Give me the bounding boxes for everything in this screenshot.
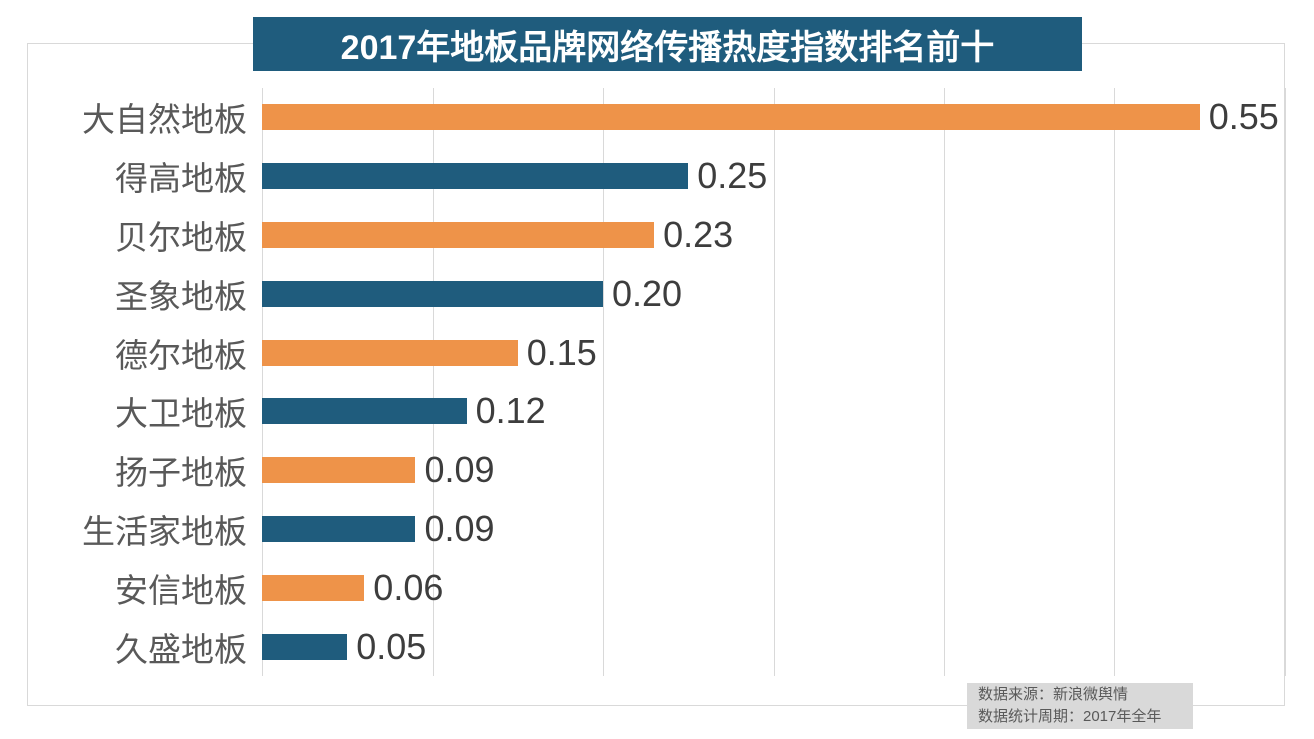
- bar: [262, 457, 416, 484]
- category-label: 得高地板: [115, 160, 247, 198]
- value-label: 0.09: [424, 449, 495, 491]
- bar-row: 0.12: [262, 382, 1285, 441]
- source-note: 数据来源：新浪微舆情 数据统计周期：2017年全年: [967, 683, 1193, 729]
- bar: [262, 515, 416, 542]
- value-label: 0.09: [424, 507, 495, 549]
- category-label: 贝尔地板: [115, 218, 247, 256]
- bar-row: 0.09: [262, 441, 1285, 500]
- bar-row: 0.15: [262, 323, 1285, 382]
- bar-row: 0.09: [262, 500, 1285, 559]
- gridline: [262, 88, 263, 676]
- category-label: 扬子地板: [115, 454, 247, 492]
- gridline: [432, 88, 434, 676]
- gridline: [1285, 88, 1286, 676]
- gridline: [1114, 88, 1116, 676]
- bar-row: 0.05: [262, 617, 1285, 676]
- value-label: 0.23: [663, 213, 734, 255]
- source-period-line: 数据统计周期：2017年全年: [978, 708, 1162, 725]
- gridline: [944, 88, 945, 676]
- bar: [262, 221, 655, 248]
- value-label: 0.06: [373, 566, 444, 608]
- bar: [262, 280, 603, 307]
- plot-area: 0.55 0.25 0.23 0.20 0.15 0.12 0.09 0.09 0.06 0.05: [262, 88, 1286, 676]
- value-label: 0.25: [697, 155, 768, 197]
- bar: [262, 398, 467, 425]
- category-axis-labels: 大自然地板得高地板贝尔地板圣象地板德尔地板大卫地板扬子地板生活家地板安信地板久盛…: [28, 88, 247, 676]
- category-label: 大自然地板: [82, 101, 247, 139]
- bar-row: 0.55: [262, 88, 1285, 147]
- bar-row: 0.06: [262, 558, 1285, 617]
- category-label: 圣象地板: [115, 277, 247, 315]
- category-label: 久盛地板: [115, 630, 247, 668]
- gridline: [602, 88, 604, 676]
- bar-row: 0.20: [262, 264, 1285, 323]
- category-label: 德尔地板: [115, 336, 247, 374]
- value-label: 0.55: [1208, 96, 1279, 138]
- value-label: 0.15: [526, 331, 597, 373]
- bar: [262, 104, 1200, 131]
- bar: [262, 574, 365, 601]
- bar-series: 0.55 0.25 0.23 0.20 0.15 0.12 0.09 0.09 0.06 0.05: [262, 88, 1285, 676]
- bar: [262, 339, 518, 366]
- chart-title-banner: 2017年地板品牌网络传播热度指数排名前十: [253, 17, 1082, 71]
- value-label: 0.12: [475, 390, 546, 432]
- category-label: 大卫地板: [115, 395, 247, 433]
- category-label: 生活家地板: [82, 512, 247, 550]
- value-label: 0.20: [611, 272, 683, 314]
- category-label: 安信地板: [115, 571, 247, 609]
- gridline: [773, 88, 775, 676]
- value-label: 0.05: [356, 625, 427, 667]
- chart-frame: [27, 43, 1285, 706]
- bar: [262, 163, 689, 190]
- bar: [262, 633, 348, 660]
- chart-title: 2017年地板品牌网络传播热度指数排名前十: [340, 28, 995, 67]
- bar-row: 0.25: [262, 147, 1285, 206]
- bar-row: 0.23: [262, 206, 1285, 265]
- source-line: 数据来源：新浪微舆情: [978, 686, 1129, 703]
